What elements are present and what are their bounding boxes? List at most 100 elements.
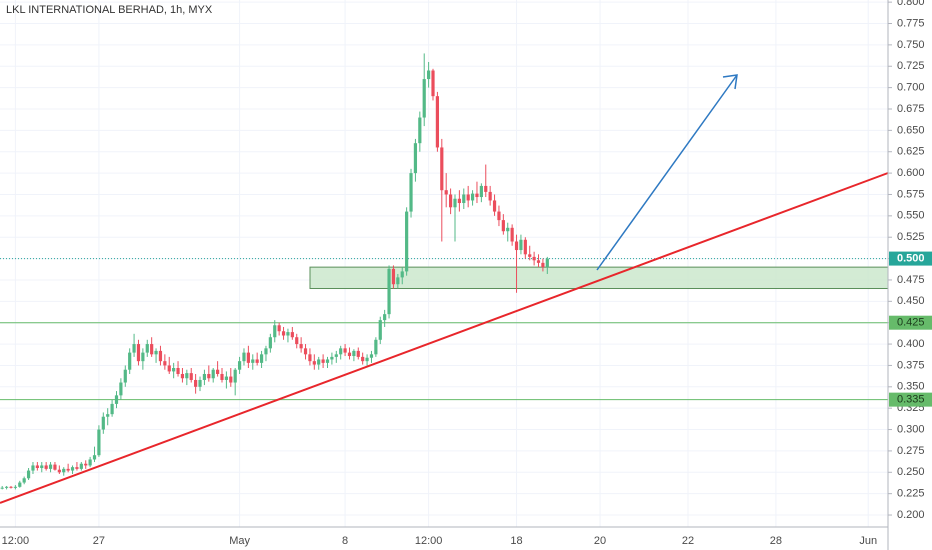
arrow-shaft: [596, 74, 738, 271]
candle-body: [352, 350, 356, 357]
arrow: [596, 74, 738, 271]
candle-body: [189, 373, 193, 380]
candle-body: [396, 277, 400, 285]
candle-body: [150, 344, 154, 355]
candle-body: [391, 268, 396, 285]
candle-body: [497, 211, 501, 221]
x-tick-label: 20: [594, 535, 606, 547]
candle-body: [224, 376, 228, 380]
candle-body: [79, 463, 83, 469]
candle-body: [31, 465, 35, 471]
x-tick-label: 28: [770, 535, 782, 547]
candle-body: [198, 379, 202, 387]
candle-body: [448, 194, 453, 208]
candle-body: [286, 332, 290, 336]
candle-body: [273, 325, 277, 338]
candle-body: [466, 194, 470, 201]
level-label: 0.425: [897, 317, 925, 329]
candle-body: [484, 185, 488, 192]
candle-body: [431, 70, 435, 97]
candles-layer: [0, 53, 549, 490]
candle-body: [453, 198, 457, 208]
y-tick-label: 0.675: [897, 103, 925, 115]
y-tick-label: 0.700: [897, 82, 925, 94]
candle-body: [405, 211, 409, 272]
candle-body: [365, 357, 369, 362]
candle-body: [325, 359, 330, 363]
candle-body: [194, 379, 198, 387]
candle-body: [308, 354, 312, 362]
candle-body: [492, 200, 497, 212]
y-tick-label: 0.575: [897, 188, 925, 200]
y-tick-label: 0.200: [897, 509, 925, 521]
candle-body: [347, 352, 352, 357]
y-tick-label: 0.250: [897, 466, 925, 478]
candle-body: [528, 254, 532, 257]
x-tick-label: 22: [682, 535, 694, 547]
candle-body: [167, 365, 171, 372]
candle-body: [356, 350, 360, 357]
candle-body: [123, 369, 127, 383]
candle-body: [435, 96, 440, 148]
candle-body: [422, 79, 426, 118]
time-axis: [0, 527, 932, 550]
candle-body: [479, 185, 483, 198]
y-tick-label: 0.775: [897, 17, 925, 29]
candle-body: [114, 395, 119, 404]
candle-body: [88, 459, 92, 466]
candle-body: [383, 314, 387, 321]
candle-body: [251, 359, 255, 363]
candle-body: [514, 241, 519, 251]
candle-body: [176, 368, 180, 374]
candle-body: [70, 467, 75, 471]
candle-body: [66, 468, 70, 471]
y-tick-label: 0.300: [897, 423, 925, 435]
arrow-head: [722, 74, 738, 90]
candle-body: [295, 337, 299, 345]
x-tick-label: 8: [342, 535, 348, 547]
candle-body: [290, 332, 294, 338]
candle-body: [233, 369, 237, 383]
level-label: 0.335: [897, 394, 925, 406]
candle-body: [62, 468, 66, 473]
candle-body: [387, 268, 391, 315]
candle-body: [13, 486, 17, 488]
candle-body: [413, 143, 418, 174]
candle-body: [180, 373, 185, 379]
candle-body: [470, 193, 475, 201]
candle-body: [242, 352, 246, 362]
candle-body: [330, 356, 334, 360]
candle-body: [9, 486, 13, 488]
candle-body: [35, 465, 39, 469]
candle-body: [53, 464, 57, 470]
candle-body: [18, 482, 22, 487]
candle-body: [84, 463, 88, 466]
candle-body: [334, 354, 338, 357]
candle-body: [462, 194, 466, 204]
candle-body: [110, 403, 114, 415]
candle-body: [26, 470, 31, 479]
candle-body: [220, 373, 224, 380]
candle-body: [312, 361, 316, 365]
candle-body: [57, 469, 61, 473]
candle-body: [75, 467, 79, 469]
candle-body: [339, 348, 343, 355]
x-tick-label: 12:00: [2, 535, 30, 547]
candle-body: [48, 464, 53, 469]
y-tick-label: 0.550: [897, 210, 925, 222]
y-tick-label: 0.475: [897, 274, 925, 286]
candle-body: [106, 414, 110, 417]
candle-body: [343, 348, 347, 353]
y-tick-label: 0.800: [897, 0, 925, 8]
candle-body: [259, 354, 264, 363]
candle-body: [506, 227, 510, 232]
y-tick-label: 0.725: [897, 60, 925, 72]
candle-body: [216, 369, 220, 374]
candle-body: [501, 220, 505, 232]
candle-body: [202, 373, 207, 380]
y-tick-label: 0.525: [897, 231, 925, 243]
y-tick-label: 0.650: [897, 124, 925, 136]
